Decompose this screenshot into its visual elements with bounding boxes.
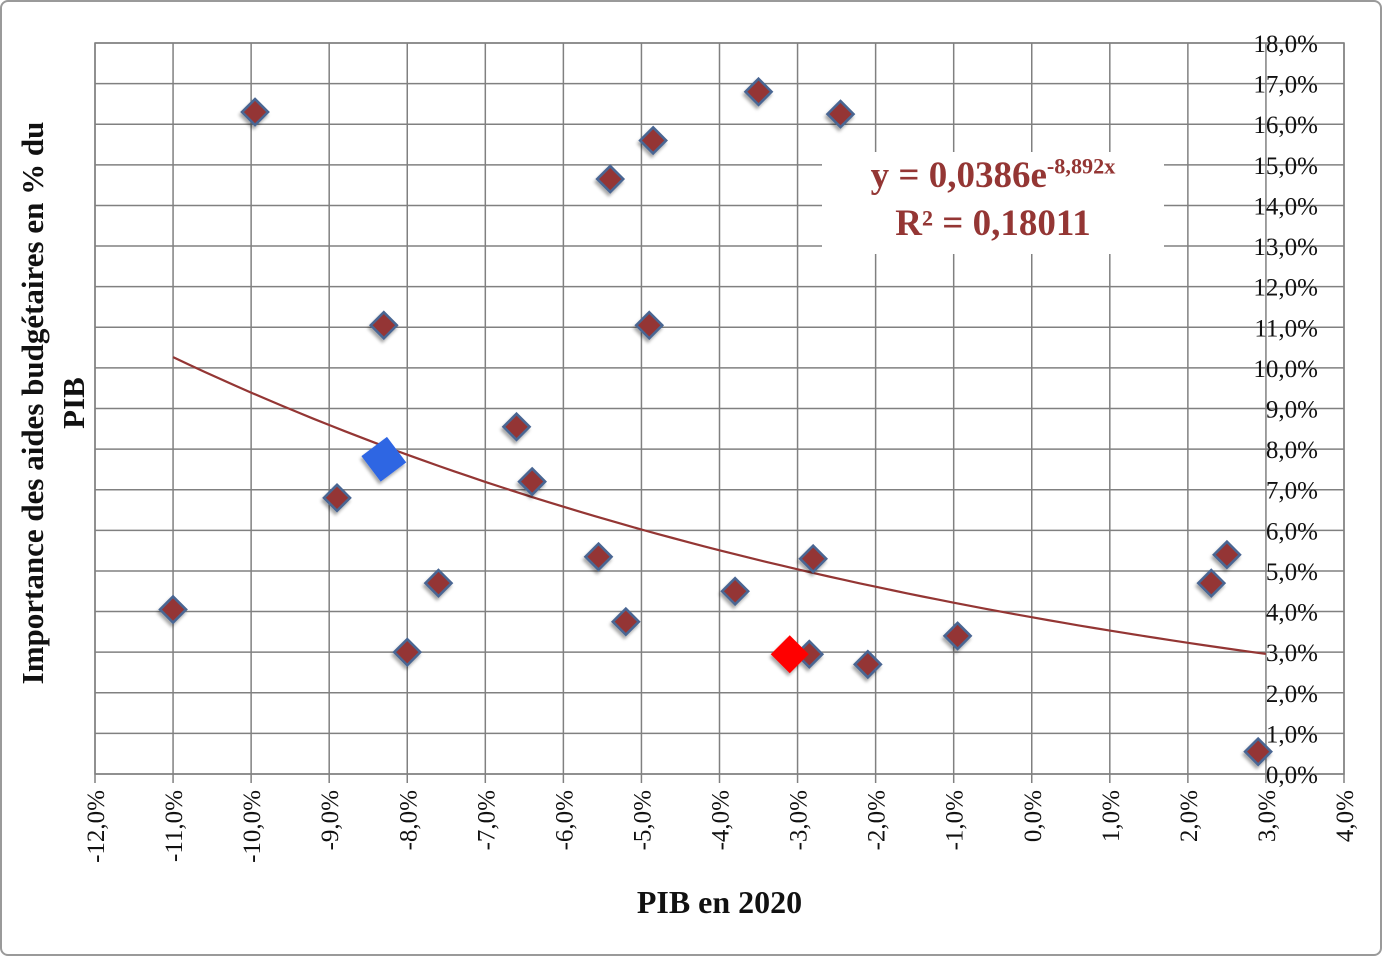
scatter-point: [852, 649, 883, 680]
x-tick-label: 0,0%: [1020, 790, 1047, 842]
y-tick-label: 18,0%: [1253, 31, 1318, 58]
scatter-point: [1196, 568, 1227, 598]
y-tick-label: 3,0%: [1266, 640, 1318, 667]
x-tick-label: -10,0%: [239, 790, 266, 863]
x-tick-label: -8,0%: [395, 790, 422, 850]
scatter-point: [423, 568, 454, 598]
y-tick-label: 5,0%: [1266, 559, 1318, 586]
y-tick-label: 9,0%: [1266, 397, 1318, 424]
scatter-point: [240, 97, 270, 127]
scatter-point: [1212, 539, 1242, 570]
x-tick-label: -12,0%: [83, 790, 110, 863]
scatter-point: [322, 483, 352, 513]
y-tick-label: 10,0%: [1253, 356, 1318, 383]
y-tick-label: 0,0%: [1266, 762, 1318, 789]
y-tick-label: 11,0%: [1254, 315, 1318, 342]
highlight-point-red: [770, 635, 809, 674]
y-tick-label: 15,0%: [1253, 153, 1318, 180]
y-tick-label: 4,0%: [1266, 600, 1318, 627]
scatter-point: [638, 125, 668, 156]
y-tick-label: 8,0%: [1266, 437, 1318, 464]
scatter-point: [501, 411, 532, 442]
y-tick-label: 2,0%: [1266, 681, 1318, 708]
scatter-point: [720, 576, 750, 607]
x-tick-label: -7,0%: [473, 790, 500, 850]
y-axis-title: Importance des aides budgétaires en % du…: [12, 12, 104, 794]
x-tick-label: -1,0%: [942, 790, 969, 850]
x-tick-label: -2,0%: [864, 790, 891, 850]
x-tick-label: 3,0%: [1254, 790, 1281, 842]
scatter-point: [942, 621, 973, 651]
y-tick-label: 14,0%: [1253, 193, 1318, 220]
x-tick-label: 4,0%: [1332, 790, 1359, 842]
trendline-curve: [172, 356, 1267, 655]
scatter-point: [743, 76, 774, 107]
scatter-point: [610, 606, 641, 637]
x-tick-label: -5,0%: [629, 790, 656, 850]
equation-text: y = 0,0386e: [870, 155, 1047, 196]
equation-exponent: -8,892x: [1046, 153, 1116, 179]
y-tick-label: 7,0%: [1266, 478, 1318, 505]
y-tick-label: 16,0%: [1253, 112, 1318, 139]
scatter-point: [634, 310, 665, 341]
y-tick-label: 6,0%: [1266, 518, 1318, 545]
x-axis-title: PIB en 2020: [636, 884, 803, 920]
scatter-point: [583, 541, 614, 572]
y-axis-title-line1: Importance des aides budgétaires en % du: [15, 121, 50, 685]
scatter-point: [595, 164, 626, 194]
equation-line: y = 0,0386e-8,892x: [822, 152, 1164, 200]
highlight-point-blue: [361, 436, 407, 482]
x-tick-label: -6,0%: [551, 790, 578, 850]
r-squared-text: R² = 0,18011: [895, 203, 1091, 244]
x-tick-label: -11,0%: [161, 790, 188, 862]
scatter-point: [392, 637, 423, 668]
y-tick-label: 1,0%: [1266, 721, 1318, 748]
x-tick-label: -3,0%: [786, 790, 813, 850]
x-tick-label: 2,0%: [1176, 790, 1203, 842]
scatter-point: [1243, 736, 1273, 767]
x-tick-label: 1,0%: [1098, 790, 1125, 842]
scatter-point: [517, 466, 547, 497]
y-axis-title-line2: PIB: [56, 377, 91, 429]
plot-border: [94, 42, 1345, 775]
scatter-point: [825, 99, 856, 129]
scatter-point: [368, 310, 399, 341]
x-tick-label: -9,0%: [317, 790, 344, 850]
trendline-equation-label: y = 0,0386e-8,892x R² = 0,18011: [822, 152, 1164, 254]
x-tick-label: -4,0%: [708, 790, 735, 850]
scatter-point: [798, 543, 829, 574]
scatter-point: [158, 594, 188, 625]
y-tick-label: 17,0%: [1253, 72, 1318, 99]
y-tick-label: 13,0%: [1253, 234, 1318, 261]
y-tick-label: 12,0%: [1253, 275, 1318, 302]
